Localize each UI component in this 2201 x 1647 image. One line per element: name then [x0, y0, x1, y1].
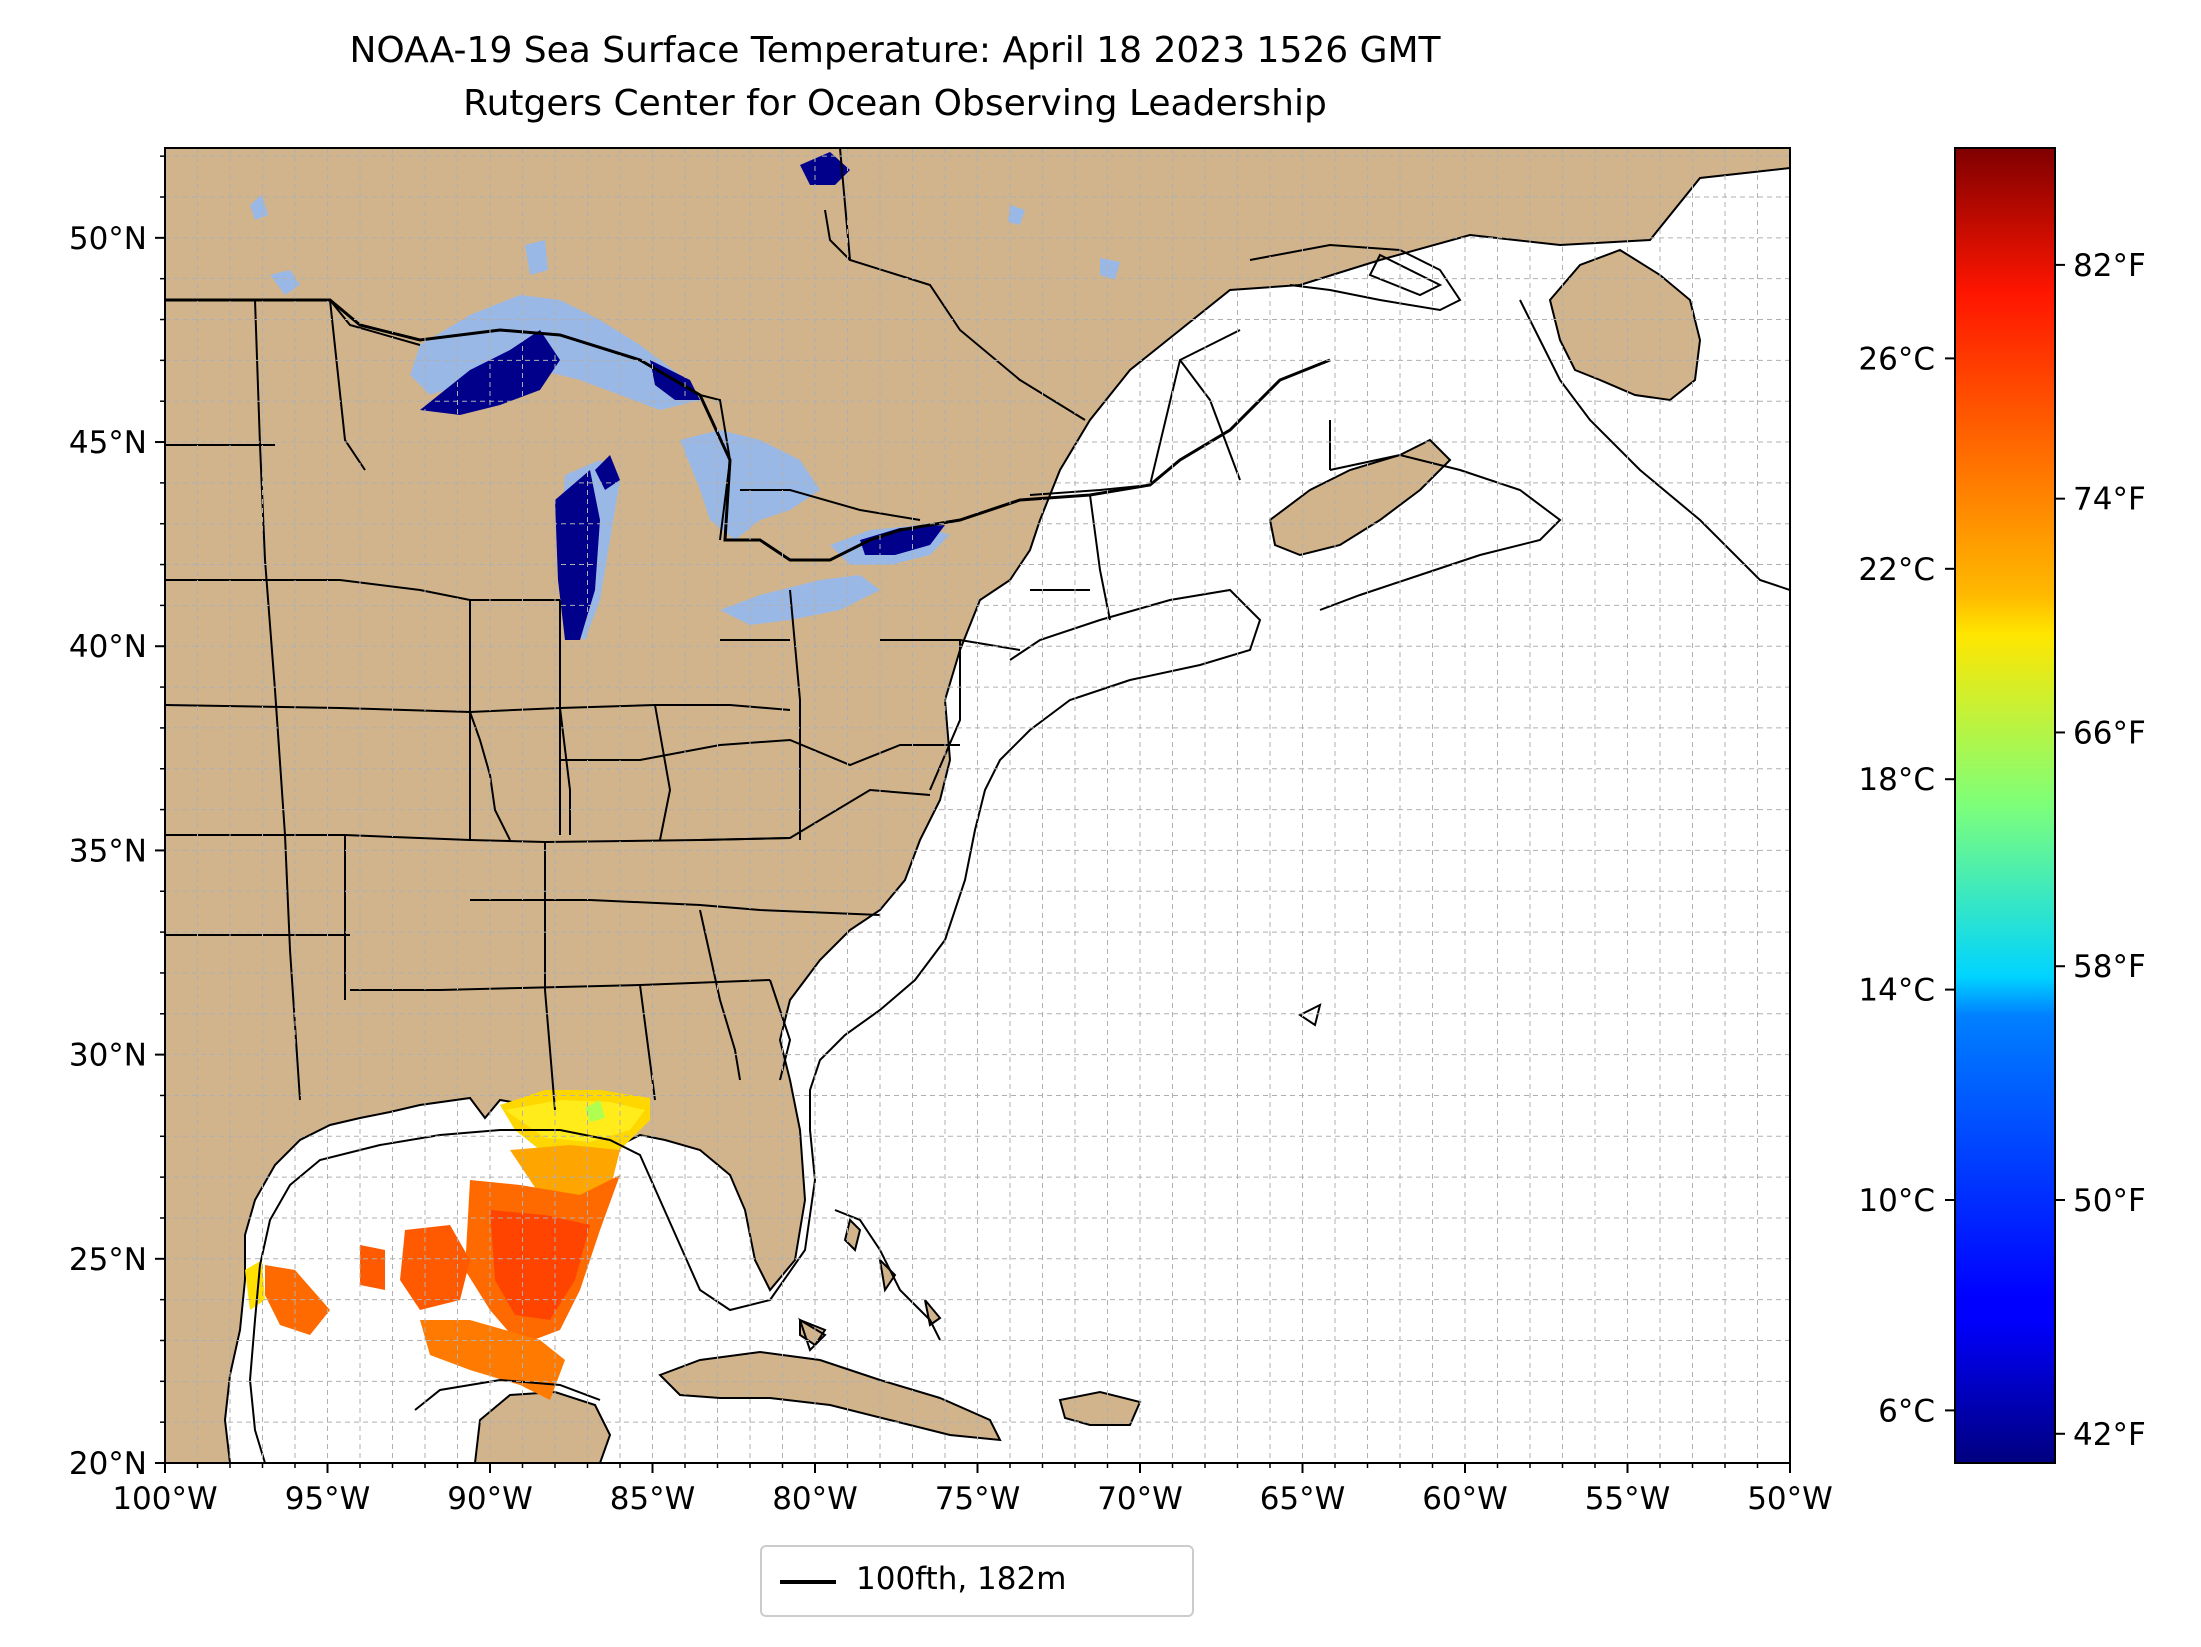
colorbar-c-label: 14°C: [1858, 973, 1935, 1009]
cold-sst-pixels: [420, 152, 945, 640]
x-tick-label: 100°W: [112, 1481, 217, 1517]
colorbar-celsius-axis: 6°C 10°C 14°C 18°C 22°C 26°C: [1858, 341, 1955, 1429]
y-tick-label: 40°N: [69, 629, 147, 665]
x-tick-label: 55°W: [1585, 1481, 1671, 1517]
colorbar-f-label: 50°F: [2073, 1183, 2146, 1219]
x-tick-label: 60°W: [1422, 1481, 1508, 1517]
legend: 100fth, 182m: [760, 1545, 1194, 1617]
colorbar-gradient: [1954, 147, 2056, 1464]
colorbar-c-label: 6°C: [1878, 1393, 1935, 1429]
map-panel: 100°W 95°W 90°W 85°W 80°W 75°W 70°W 65°W 60°W 55°…: [69, 147, 1833, 1517]
colorbar-c-label: 10°C: [1858, 1183, 1935, 1219]
x-tick-label: 80°W: [772, 1481, 858, 1517]
x-tick-label: 50°W: [1747, 1481, 1833, 1517]
legend-line-swatch: [780, 1580, 836, 1584]
newfoundland-land: [1548, 248, 1702, 402]
us-canada-border: [165, 298, 1331, 562]
colorbar-f-label: 58°F: [2073, 949, 2146, 985]
nova-scotia-land: [1268, 438, 1452, 557]
y-tick-label: 50°N: [69, 221, 147, 257]
colorbar: 6°C 10°C 14°C 18°C 22°C 26°C 42°F 50°F 58°F 66°F…: [1858, 147, 2146, 1464]
chart-title: NOAA-19 Sea Surface Temperature: April 1…: [349, 30, 1441, 71]
cuba-land: [658, 1350, 1002, 1442]
y-tick-label: 25°N: [69, 1242, 147, 1278]
x-tick-label: 70°W: [1097, 1481, 1183, 1517]
x-axis: 100°W 95°W 90°W 85°W 80°W 75°W 70°W 65°W 60°W 55°…: [112, 1463, 1833, 1517]
y-tick-label: 30°N: [69, 1038, 147, 1074]
hispaniola-land: [1058, 1390, 1142, 1426]
colorbar-f-label: 82°F: [2073, 248, 2146, 284]
colorbar-c-label: 26°C: [1858, 341, 1935, 377]
colorbar-c-label: 18°C: [1858, 762, 1935, 798]
bahamas-islands: [799, 1218, 942, 1347]
x-tick-label: 75°W: [935, 1481, 1021, 1517]
chart-subtitle: Rutgers Center for Ocean Observing Leade…: [463, 83, 1327, 124]
map-gridlines: [165, 148, 1790, 1463]
x-tick-label: 65°W: [1260, 1481, 1346, 1517]
colorbar-f-label: 42°F: [2073, 1417, 2146, 1453]
x-tick-label: 95°W: [285, 1481, 371, 1517]
colorbar-f-label: 66°F: [2073, 715, 2146, 751]
isobath-100fth: [248, 243, 1790, 1463]
x-tick-label: 85°W: [610, 1481, 696, 1517]
colorbar-f-label: 74°F: [2073, 482, 2146, 518]
y-tick-label: 45°N: [69, 425, 147, 461]
legend-label: 100fth, 182m: [856, 1561, 1067, 1597]
x-tick-label: 90°W: [447, 1481, 533, 1517]
y-tick-label: 20°N: [69, 1446, 147, 1482]
y-tick-label: 35°N: [69, 833, 147, 869]
yucatan-land: [473, 1390, 612, 1463]
colorbar-c-label: 22°C: [1858, 552, 1935, 588]
colorbar-fahrenheit-axis: 42°F 50°F 58°F 66°F 74°F 82°F: [2055, 248, 2146, 1453]
y-axis: 20°N 25°N 30°N 35°N 40°N 45°N 50°N: [69, 155, 165, 1482]
